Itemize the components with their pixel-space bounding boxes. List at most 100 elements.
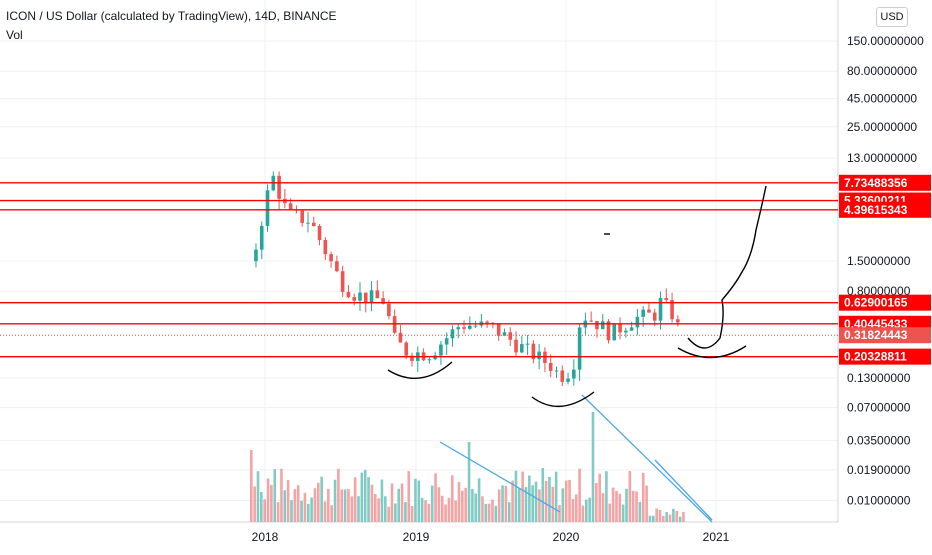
candle-body [277, 175, 281, 199]
candle-body [652, 312, 657, 321]
volume-bar [477, 478, 481, 522]
x-tick-label: 2019 [403, 530, 430, 544]
volume-bar [595, 483, 598, 522]
volume-bar [327, 488, 330, 522]
volume-bar [420, 497, 424, 522]
volume-bar [320, 476, 323, 522]
current-price-label: 0.31824443 [844, 328, 908, 342]
volume-bar [444, 504, 447, 522]
volume-bar [347, 488, 350, 522]
volume-bar [373, 494, 377, 522]
drawing-arc [531, 391, 595, 408]
volume-bar [270, 484, 273, 522]
chart-title: ICON / US Dollar (calculated by TradingV… [6, 9, 337, 23]
price-level-tag [839, 294, 931, 311]
volume-bar [554, 471, 558, 522]
candle-body [606, 321, 611, 341]
volume-bar [387, 506, 390, 522]
candle-body [572, 369, 576, 379]
volume-bar [668, 514, 672, 522]
volume-bar [501, 485, 504, 522]
candle-body [444, 338, 449, 345]
price-level-label: 0.20328811 [844, 350, 907, 364]
candle-body [589, 320, 593, 322]
volume-bar [538, 489, 541, 522]
candle-body [676, 319, 680, 323]
volume-bar [618, 493, 622, 522]
candle-body [398, 332, 403, 343]
x-tick-label: 2020 [553, 530, 580, 544]
volume-bar [641, 472, 645, 522]
candle-body [387, 303, 391, 317]
volume-bar [434, 473, 437, 522]
volume-bar [574, 494, 578, 522]
volume-bar [367, 477, 370, 522]
volume-bar [665, 512, 668, 522]
projection-curve [687, 185, 767, 349]
volume-bar [511, 480, 514, 522]
volume-bar [306, 503, 310, 522]
volume-bar [357, 496, 360, 522]
candle-body [346, 291, 351, 298]
volume-bar [678, 516, 682, 522]
volume-bar [625, 488, 628, 522]
volume-bar [648, 515, 652, 522]
volume-bar [534, 481, 538, 522]
y-tick-label: 150.00000000 [847, 34, 924, 48]
volume-bar [260, 492, 263, 522]
volume-bar [541, 468, 545, 522]
candle-body [485, 321, 489, 323]
candle-body [641, 309, 645, 317]
volume-bar [658, 509, 662, 522]
price-level-label: 0.62900165 [844, 296, 908, 310]
candle-body [369, 290, 374, 303]
candle-body [618, 323, 622, 333]
volume-bar [454, 500, 457, 522]
volume-bar [280, 468, 283, 522]
volume-bar [276, 502, 280, 522]
candle-body [329, 254, 333, 262]
y-tick-label: 0.03500000 [847, 434, 911, 448]
drawing-arc [677, 345, 747, 359]
volume-bars [250, 412, 685, 522]
candle-body [404, 342, 409, 356]
volume-bar [598, 473, 601, 522]
volume-bar [474, 493, 478, 522]
y-tick-label: 80.00000000 [847, 64, 917, 78]
volume-bar [300, 500, 303, 522]
volume-bar [323, 501, 327, 522]
volume-bar [568, 479, 571, 522]
volume-bar [551, 486, 555, 522]
candle-body [502, 332, 507, 336]
volume-bar [447, 497, 451, 522]
candle-body [473, 325, 478, 327]
volume-bar [507, 502, 511, 522]
volume-bar [440, 495, 444, 522]
volume-bar [591, 412, 595, 522]
candle-body [595, 321, 599, 330]
volume-bar [514, 470, 518, 522]
candle-body [520, 344, 524, 353]
volume-bar [675, 510, 679, 522]
volume-bar [286, 480, 290, 522]
volume-bar [266, 478, 270, 522]
candle-body [554, 370, 559, 372]
volume-bar [521, 471, 524, 522]
price-level-tag [839, 201, 931, 218]
candle-body [363, 292, 368, 303]
currency-button[interactable]: USD [876, 7, 908, 27]
price-level-tag [839, 348, 931, 365]
candle-body [624, 330, 628, 333]
volume-bar [394, 503, 397, 522]
volume-bar [427, 503, 431, 522]
candle-body [410, 355, 414, 361]
volume-bar [524, 487, 528, 522]
candle-body [317, 225, 322, 240]
y-tick-label: 45.00000000 [847, 92, 917, 106]
volume-bar [310, 497, 313, 522]
candle-body [323, 239, 328, 255]
volume-bar [250, 450, 253, 522]
x-tick-label: 2021 [703, 530, 730, 544]
